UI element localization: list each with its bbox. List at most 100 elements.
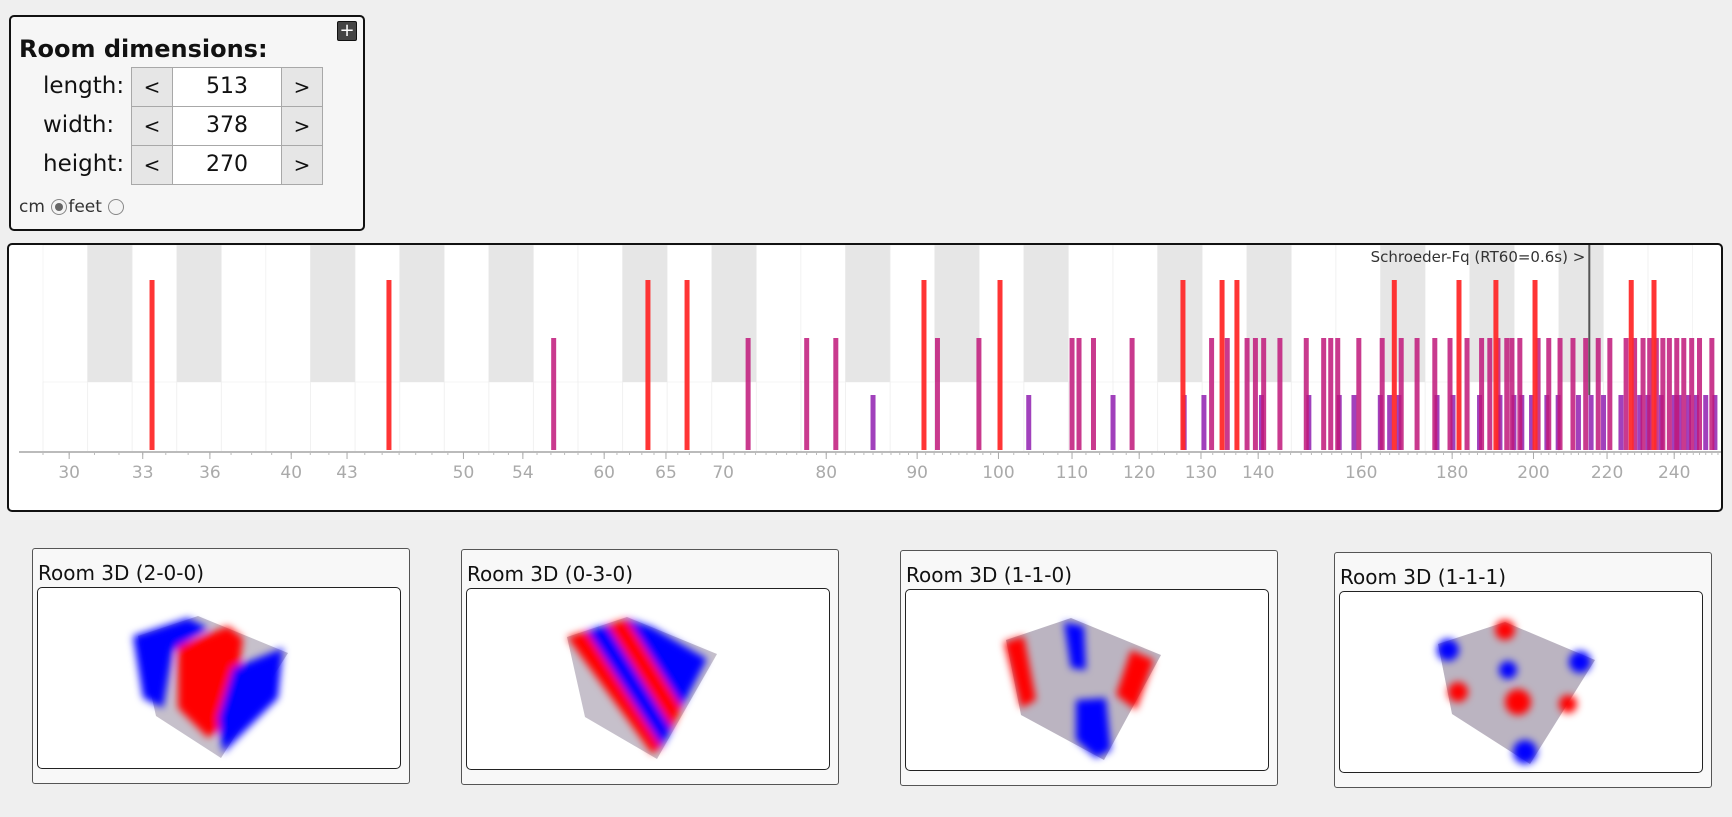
oblique-mode-bar[interactable] xyxy=(1306,395,1312,450)
axial-mode-bar[interactable] xyxy=(149,280,155,450)
tangential-mode-bar[interactable] xyxy=(1681,338,1687,450)
tangential-mode-bar[interactable] xyxy=(1277,338,1283,450)
tangential-mode-bar[interactable] xyxy=(1069,338,1075,450)
oblique-mode-bar[interactable] xyxy=(1351,395,1357,450)
tangential-mode-bar[interactable] xyxy=(1328,338,1334,450)
axial-mode-bar[interactable] xyxy=(645,280,651,450)
length-decrease-button[interactable]: < xyxy=(131,67,173,107)
width-increase-button[interactable]: > xyxy=(281,106,323,146)
axial-mode-bar[interactable] xyxy=(921,280,927,450)
axial-mode-bar[interactable] xyxy=(386,280,392,450)
tangential-mode-bar[interactable] xyxy=(1487,338,1493,450)
tangential-mode-bar[interactable] xyxy=(1595,338,1601,450)
oblique-mode-bar[interactable] xyxy=(870,395,876,450)
tangential-mode-bar[interactable] xyxy=(1674,338,1680,450)
oblique-mode-bar[interactable] xyxy=(1693,395,1699,450)
tangential-mode-bar[interactable] xyxy=(1398,338,1404,450)
feet-radio[interactable] xyxy=(108,199,125,215)
tangential-mode-bar[interactable] xyxy=(833,338,839,450)
height-decrease-button[interactable]: < xyxy=(131,145,173,185)
tangential-mode-bar[interactable] xyxy=(1090,338,1096,450)
tangential-mode-bar[interactable] xyxy=(1632,338,1638,450)
oblique-mode-bar[interactable] xyxy=(1637,395,1643,450)
tangential-mode-bar[interactable] xyxy=(1557,338,1563,450)
tangential-mode-bar[interactable] xyxy=(1640,338,1646,450)
tangential-mode-bar[interactable] xyxy=(1303,338,1309,450)
oblique-mode-bar[interactable] xyxy=(1601,395,1607,450)
tangential-mode-bar[interactable] xyxy=(1535,338,1541,450)
oblique-mode-bar[interactable] xyxy=(1450,395,1456,450)
tangential-mode-bar[interactable] xyxy=(1647,338,1653,450)
oblique-mode-bar[interactable] xyxy=(1686,395,1692,450)
room-3d-view[interactable] xyxy=(1339,591,1703,773)
room-3d-view[interactable] xyxy=(37,587,401,769)
tangential-mode-bar[interactable] xyxy=(1414,338,1420,450)
axial-mode-bar[interactable] xyxy=(1234,280,1240,450)
tangential-mode-bar[interactable] xyxy=(1464,338,1470,450)
tangential-mode-bar[interactable] xyxy=(1224,338,1230,450)
tangential-mode-bar[interactable] xyxy=(1209,338,1215,450)
tangential-mode-bar[interactable] xyxy=(1321,338,1327,450)
oblique-mode-bar[interactable] xyxy=(1387,395,1393,450)
oblique-mode-bar[interactable] xyxy=(1529,395,1535,450)
axial-mode-bar[interactable] xyxy=(1628,280,1634,450)
room-3d-view[interactable] xyxy=(466,588,830,770)
tangential-mode-bar[interactable] xyxy=(1261,338,1267,450)
axial-mode-bar[interactable] xyxy=(1532,280,1538,450)
width-decrease-button[interactable]: < xyxy=(131,106,173,146)
axial-mode-bar[interactable] xyxy=(1219,280,1225,450)
tangential-mode-bar[interactable] xyxy=(1244,338,1250,450)
oblique-mode-bar[interactable] xyxy=(1712,395,1718,450)
axial-mode-bar[interactable] xyxy=(1493,280,1499,450)
tangential-mode-bar[interactable] xyxy=(934,338,940,450)
cm-radio[interactable] xyxy=(51,199,68,215)
axial-mode-bar[interactable] xyxy=(684,280,690,450)
oblique-mode-bar[interactable] xyxy=(1588,395,1594,450)
axial-mode-bar[interactable] xyxy=(1651,280,1657,450)
tangential-mode-bar[interactable] xyxy=(1607,338,1613,450)
oblique-mode-bar[interactable] xyxy=(1575,395,1581,450)
tangential-mode-bar[interactable] xyxy=(1252,338,1258,450)
tangential-mode-bar[interactable] xyxy=(1504,338,1510,450)
length-input[interactable]: 513 xyxy=(172,67,282,107)
height-input[interactable]: 270 xyxy=(172,145,282,185)
width-input[interactable]: 378 xyxy=(172,106,282,146)
tangential-mode-bar[interactable] xyxy=(1697,338,1703,450)
axial-mode-bar[interactable] xyxy=(997,280,1003,450)
tangential-mode-bar[interactable] xyxy=(1623,338,1629,450)
oblique-mode-bar[interactable] xyxy=(1201,395,1207,450)
tangential-mode-bar[interactable] xyxy=(1666,338,1672,450)
tangential-mode-bar[interactable] xyxy=(1447,338,1453,450)
tangential-mode-bar[interactable] xyxy=(1517,338,1523,450)
tangential-mode-bar[interactable] xyxy=(804,338,810,450)
tangential-mode-bar[interactable] xyxy=(1356,338,1362,450)
tangential-mode-bar[interactable] xyxy=(1335,338,1341,450)
tangential-mode-bar[interactable] xyxy=(1660,338,1666,450)
tangential-mode-bar[interactable] xyxy=(1583,338,1589,450)
axial-mode-bar[interactable] xyxy=(1456,280,1462,450)
tangential-mode-bar[interactable] xyxy=(745,338,751,450)
oblique-mode-bar[interactable] xyxy=(1618,395,1624,450)
tangential-mode-bar[interactable] xyxy=(1129,338,1135,450)
tangential-mode-bar[interactable] xyxy=(1509,338,1515,450)
tangential-mode-bar[interactable] xyxy=(1432,338,1438,450)
height-increase-button[interactable]: > xyxy=(281,145,323,185)
axial-mode-bar[interactable] xyxy=(1180,280,1186,450)
oblique-mode-bar[interactable] xyxy=(1671,395,1677,450)
room-3d-view[interactable] xyxy=(905,589,1269,771)
tangential-mode-bar[interactable] xyxy=(551,338,557,450)
oblique-mode-bar[interactable] xyxy=(1110,395,1116,450)
tangential-mode-bar[interactable] xyxy=(1689,338,1695,450)
axial-mode-bar[interactable] xyxy=(1391,280,1397,450)
tangential-mode-bar[interactable] xyxy=(976,338,982,450)
expand-button[interactable]: + xyxy=(337,21,357,41)
tangential-mode-bar[interactable] xyxy=(1479,338,1485,450)
tangential-mode-bar[interactable] xyxy=(1076,338,1082,450)
oblique-mode-bar[interactable] xyxy=(1703,395,1709,450)
tangential-mode-bar[interactable] xyxy=(1570,338,1576,450)
oblique-mode-bar[interactable] xyxy=(1026,395,1032,450)
tangential-mode-bar[interactable] xyxy=(1546,338,1552,450)
tangential-mode-bar[interactable] xyxy=(1709,338,1715,450)
length-increase-button[interactable]: > xyxy=(281,67,323,107)
tangential-mode-bar[interactable] xyxy=(1379,338,1385,450)
